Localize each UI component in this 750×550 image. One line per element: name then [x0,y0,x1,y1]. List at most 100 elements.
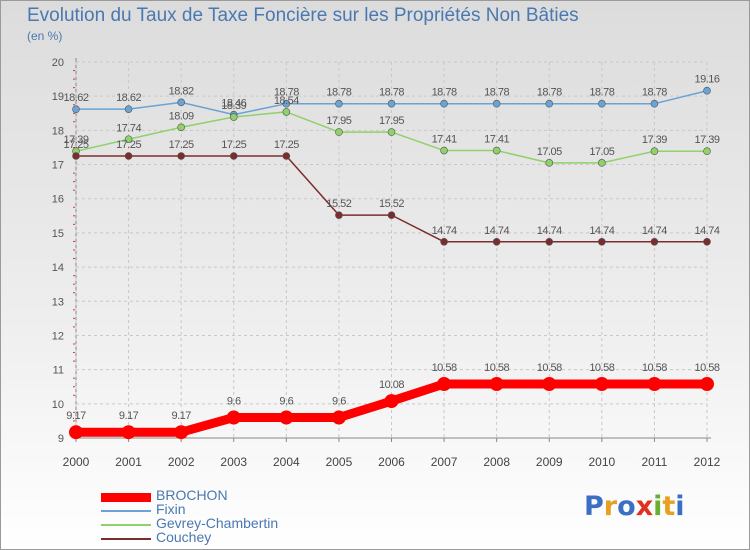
data-label-couchey: 14.74 [642,225,667,237]
y-tick-label: 14 [52,262,64,274]
data-label-fixin: 18.78 [642,87,667,99]
data-point-gevrey-chambertin [387,128,396,136]
data-point-fixin [598,99,606,108]
data-label-brochon: 10.58 [484,362,509,374]
legend-label: Couchey [156,529,212,545]
data-label-couchey: 14.74 [432,225,457,237]
data-label-fixin: 18.78 [379,87,404,99]
data-label-couchey: 17.25 [169,139,194,151]
data-point-brochon [489,376,504,391]
data-label-brochon: 9.17 [171,410,191,422]
logo-letter: i [653,491,663,522]
data-point-brochon [384,394,399,409]
data-point-fixin [177,98,185,107]
y-tick-label: 18 [52,125,64,137]
data-label-gevrey-chambertin: 18.39 [221,100,246,112]
logo-letter: x [635,491,654,522]
logo-letter: P [584,491,604,522]
data-label-brochon: 9.6 [279,395,293,407]
data-point-couchey [545,237,554,246]
data-point-couchey [335,211,343,219]
data-point-gevrey-chambertin [335,128,343,136]
data-point-couchey [72,152,80,160]
data-point-couchey [703,237,711,246]
data-point-couchey [177,152,185,160]
data-label-gevrey-chambertin: 17.39 [642,134,667,146]
data-point-gevrey-chambertin [229,113,238,121]
data-point-brochon [279,410,294,425]
data-label-couchey: 14.74 [694,225,719,237]
data-label-couchey: 14.74 [589,225,614,237]
data-point-gevrey-chambertin [282,108,291,116]
legend-swatch [101,524,151,526]
data-label-fixin: 18.62 [63,92,88,104]
legend-label: Gevrey-Chambertin [156,515,279,531]
data-labels: 18.62 18.62 18.82 18.46 18.78 18.78 18.78 18.78… [63,74,720,422]
y-axis: 9 10 11 12 13 14 15 16 17 18 19 20 [52,57,75,445]
data-label-fixin: 18.46 [221,98,246,110]
x-tick-label: 2001 [115,455,142,469]
data-point-gevrey-chambertin [598,159,606,167]
data-label-couchey: 15.52 [326,198,351,210]
data-label-gevrey-chambertin: 17.05 [537,146,562,158]
logo-letter: r [603,491,618,522]
x-tick-label: 2003 [220,455,247,469]
data-point-fixin [545,99,554,108]
y-tick-label: 15 [52,228,64,240]
y-tick-label: 20 [52,57,64,69]
data-label-brochon: 9.17 [119,410,139,422]
data-label-gevrey-chambertin: 17.41 [484,134,509,146]
data-label-fixin: 18.78 [274,87,299,99]
data-label-fixin: 18.78 [326,87,351,99]
data-label-brochon: 10.58 [642,362,667,374]
data-label-fixin: 18.78 [432,87,457,99]
data-point-brochon [174,425,189,440]
data-point-fixin [703,86,711,95]
data-point-gevrey-chambertin [703,147,711,156]
data-label-gevrey-chambertin: 18.09 [169,110,194,122]
data-point-brochon [69,425,83,440]
data-label-gevrey-chambertin: 17.95 [379,115,404,127]
x-axis: 2000 2001 2002 2003 2004 2005 2006 2007 2008 2009… [63,438,721,469]
legend-swatch [101,492,151,502]
data-point-fixin [440,99,448,108]
data-point-fixin [124,105,133,113]
chart-title: Evolution du Taux de Taxe Foncière sur l… [27,5,579,26]
data-point-fixin [387,99,396,108]
y-tick-label: 9 [58,433,64,445]
x-tick-label: 2011 [642,455,668,469]
data-point-fixin [650,99,659,108]
data-point-brochon [121,425,136,440]
legend-label: BROCHON [156,487,228,503]
y-tick-label: 17 [52,160,64,172]
proxiti-logo: Proxiti [584,491,685,522]
data-label-gevrey-chambertin: 17.95 [326,115,351,127]
data-point-gevrey-chambertin [177,123,185,132]
data-point-couchey [124,152,133,160]
legend-label: Fixin [156,501,186,517]
data-point-gevrey-chambertin [650,147,659,156]
data-point-couchey [492,237,501,246]
data-label-gevrey-chambertin: 17.39 [694,134,719,146]
data-point-couchey [387,211,396,219]
data-point-fixin [282,99,291,108]
legend-swatch [101,510,151,512]
data-label-couchey: 14.74 [537,225,562,237]
data-point-couchey [598,237,606,246]
y-tick-label: 19 [52,91,64,103]
x-tick-label: 2007 [431,455,458,469]
logo-letter: i [675,491,685,522]
data-point-gevrey-chambertin [440,146,448,155]
data-label-fixin: 18.78 [537,87,562,99]
data-point-brochon [647,376,662,391]
data-label-brochon: 10.58 [589,362,614,374]
data-label-gevrey-chambertin: 17.74 [116,122,141,134]
data-label-fixin: 18.78 [589,87,614,99]
x-tick-label: 2002 [168,455,195,469]
data-label-brochon: 10.08 [379,379,404,391]
data-label-couchey: 17.25 [63,139,88,151]
data-label-brochon: 9.6 [227,395,241,407]
data-label-couchey: 17.25 [274,139,299,151]
